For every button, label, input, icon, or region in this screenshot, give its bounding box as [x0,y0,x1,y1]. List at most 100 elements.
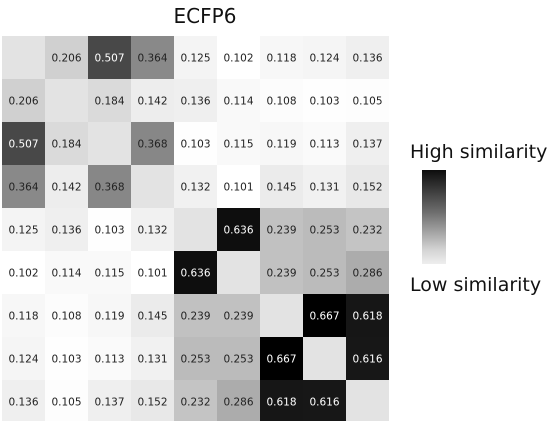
legend-high-label: High similarity [410,141,548,163]
heatmap-cell [303,79,346,122]
heatmap-cell [88,79,131,122]
chart-title: ECFP6 [173,4,237,28]
heatmap-cell-label: 0.136 [180,96,210,108]
heatmap-cell-label: 0.253 [309,268,339,280]
heatmap-cell [174,79,217,122]
heatmap-cell-label: 0.125 [180,53,210,65]
heatmap-cell-label: 0.232 [180,397,210,409]
heatmap-diagonal-cell [2,36,45,79]
heatmap-cell-label: 0.103 [309,96,339,108]
heatmap-cell-label: 0.108 [51,311,81,323]
heatmap-diagonal-cell [346,380,389,421]
heatmap-cell [303,251,346,294]
heatmap-cell-label: 0.131 [309,182,339,194]
heatmap-cell [260,36,303,79]
heatmap-chart: 0.206 0.507 0.364 0.125 0.102 0.118 0.124 0.136… [2,36,389,421]
heatmap-cell-label: 0.364 [8,182,38,194]
heatmap-cell [2,251,45,294]
heatmap-cell [2,337,45,380]
heatmap-cell-label: 0.136 [352,53,382,65]
heatmap-cell [346,294,389,337]
heatmap-cell-label: 0.636 [180,268,210,280]
heatmap-cell-label: 0.102 [223,53,253,65]
heatmap-cell [88,36,131,79]
heatmap-cell [131,122,174,165]
heatmap-cell [346,251,389,294]
heatmap-cell [346,36,389,79]
heatmap-diagonal-cell [174,208,217,251]
heatmap-cell-label: 0.113 [309,139,339,151]
heatmap-cell [2,208,45,251]
legend-color-bar [422,170,446,264]
heatmap-cell [303,380,346,421]
heatmap-cell-label: 0.206 [51,53,81,65]
heatmap-cell [174,380,217,421]
heatmap-cell [346,79,389,122]
heatmap-cell-label: 0.667 [309,311,339,323]
heatmap-cell-label: 0.137 [352,139,382,151]
heatmap-cell [174,165,217,208]
heatmap-cell-label: 0.616 [352,354,382,366]
heatmap-diagonal-cell [260,294,303,337]
heatmap-cell [346,122,389,165]
heatmap-cell [346,208,389,251]
heatmap-diagonal-cell [88,122,131,165]
heatmap-cell-label: 0.113 [94,354,124,366]
heatmap-cell [260,79,303,122]
heatmap-cell [88,251,131,294]
heatmap-cell-label: 0.114 [51,268,81,280]
heatmap-cell [45,208,88,251]
heatmap-cell-label: 0.108 [266,96,296,108]
heatmap-cell-label: 0.286 [223,397,253,409]
heatmap-cell-label: 0.131 [137,354,167,366]
heatmap-cell [2,122,45,165]
heatmap-cell-label: 0.364 [137,53,167,65]
heatmap-cell-label: 0.239 [266,268,296,280]
heatmap-cell-label: 0.119 [94,311,124,323]
heatmap-cell-label: 0.206 [8,96,38,108]
legend-low-label: Low similarity [410,274,542,296]
heatmap-cell-label: 0.142 [51,182,81,194]
heatmap-cell [88,294,131,337]
heatmap-diagonal-cell [217,251,260,294]
heatmap-cell-label: 0.152 [137,397,167,409]
heatmap-diagonal-cell [45,79,88,122]
heatmap-cell-label: 0.253 [223,354,253,366]
heatmap-cell [131,36,174,79]
heatmap-cell-label: 0.101 [223,182,253,194]
heatmap-cell-label: 0.124 [309,53,339,65]
heatmap-cell-label: 0.119 [266,139,296,151]
heatmap-cell-label: 0.239 [180,311,210,323]
heatmap-cell [131,251,174,294]
heatmap-cell-label: 0.103 [180,139,210,151]
heatmap-cell-label: 0.145 [137,311,167,323]
heatmap-cell [131,337,174,380]
heatmap-cell [346,165,389,208]
heatmap-cell-label: 0.124 [8,354,38,366]
heatmap-cell-label: 0.286 [352,268,382,280]
heatmap-cell-label: 0.184 [51,139,81,151]
heatmap-cell [131,208,174,251]
heatmap-cell [260,165,303,208]
heatmap-cell [45,380,88,421]
heatmap-cell [88,337,131,380]
heatmap-cell-label: 0.105 [352,96,382,108]
heatmap-cell-label: 0.115 [223,139,253,151]
heatmap-cell [88,208,131,251]
heatmap-diagonal-cell [303,337,346,380]
heatmap-cell [45,294,88,337]
heatmap-cell [217,122,260,165]
heatmap-cell [2,79,45,122]
heatmap-cell [45,337,88,380]
heatmap-cell-label: 0.368 [94,182,124,194]
heatmap-cell-label: 0.507 [94,53,124,65]
heatmap-cell-label: 0.103 [94,225,124,237]
heatmap-cell-label: 0.239 [266,225,296,237]
heatmap-cell-label: 0.618 [352,311,382,323]
heatmap-cell [217,36,260,79]
heatmap-cell [131,380,174,421]
heatmap-cell [88,380,131,421]
heatmap-cell-label: 0.184 [94,96,124,108]
heatmap-diagonal-cell [131,165,174,208]
heatmap-cell-label: 0.137 [94,397,124,409]
